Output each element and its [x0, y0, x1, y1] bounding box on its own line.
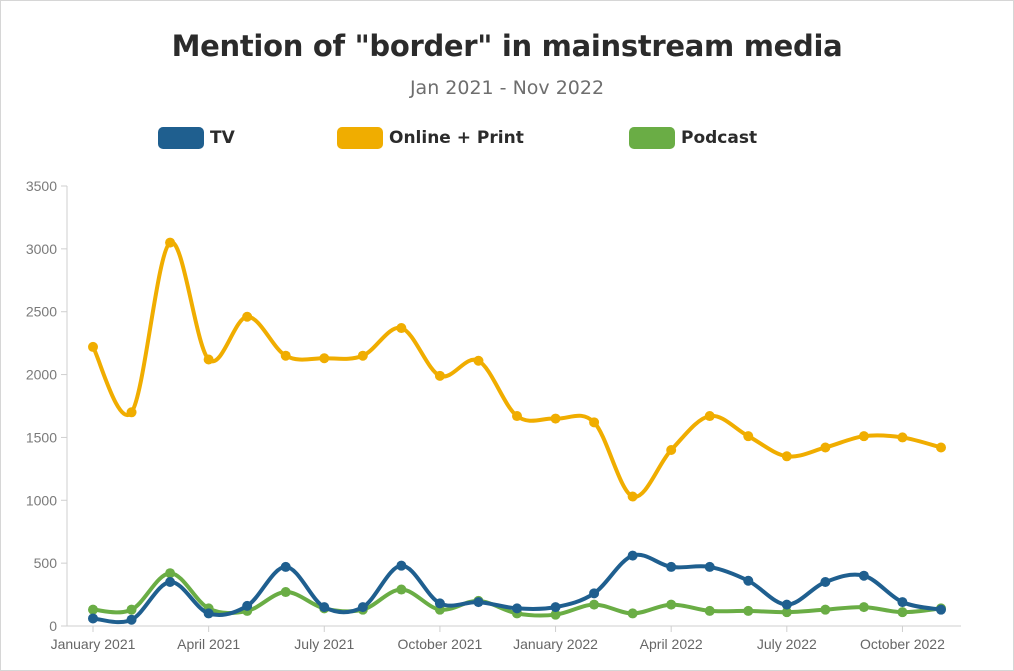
data-point-online-print [165, 237, 176, 248]
legend-swatch-tv [158, 127, 204, 149]
data-point-online-print [88, 341, 98, 352]
data-point-tv [627, 550, 638, 561]
data-point-tv [203, 608, 214, 619]
data-point-podcast [897, 607, 908, 618]
data-point-online-print [434, 370, 445, 381]
data-point-online-print [126, 407, 137, 418]
data-point-online-print [897, 432, 908, 443]
data-point-tv [319, 602, 330, 613]
data-point-podcast [280, 587, 291, 598]
data-point-podcast [820, 604, 831, 615]
data-point-podcast [550, 609, 561, 620]
data-point-tv [512, 603, 522, 614]
data-point-tv [589, 588, 600, 599]
y-tick-label: 500 [34, 555, 58, 571]
legend-item-tv[interactable]: TV [158, 125, 235, 151]
y-tick-label: 3500 [26, 178, 57, 194]
data-point-tv [936, 604, 946, 615]
data-point-online-print [473, 355, 484, 366]
x-tick-label: October 2021 [397, 636, 482, 652]
data-point-tv [88, 613, 98, 624]
data-point-online-print [627, 491, 638, 502]
x-tick-label: April 2021 [177, 636, 240, 652]
x-tick-label: July 2022 [757, 636, 817, 652]
data-point-online-print [203, 354, 214, 365]
y-tick-label: 1000 [26, 492, 57, 508]
data-point-tv [743, 575, 754, 586]
data-point-online-print [936, 442, 946, 453]
y-tick-label: 2500 [26, 304, 57, 320]
data-point-podcast [743, 605, 754, 616]
data-point-tv [550, 602, 561, 613]
legend-label-tv: TV [210, 128, 235, 148]
data-point-podcast [704, 605, 715, 616]
data-point-tv [434, 598, 445, 609]
data-point-podcast [858, 602, 869, 613]
y-tick-label: 0 [49, 618, 57, 634]
series-line-online-print [91, 240, 943, 499]
chart-title: Mention of "border" in mainstream media [171, 29, 843, 63]
data-point-tv [704, 561, 715, 572]
x-tick-label: October 2022 [860, 636, 945, 652]
data-point-online-print [550, 413, 561, 424]
data-point-podcast [88, 604, 98, 615]
data-point-online-print [242, 311, 253, 322]
legend-label-online-print: Online + Print [389, 128, 524, 148]
data-point-tv [280, 561, 291, 572]
legend-swatch-online-print [337, 127, 383, 149]
data-point-tv [165, 577, 176, 587]
x-tick-label: January 2021 [51, 636, 136, 652]
data-point-tv [473, 597, 484, 608]
data-point-online-print [820, 442, 831, 453]
legend-item-podcast[interactable]: Podcast [629, 125, 757, 151]
data-point-tv [897, 597, 908, 608]
x-tick-label: January 2022 [513, 636, 598, 652]
data-point-podcast [126, 604, 137, 615]
data-point-tv [666, 561, 677, 572]
data-point-tv [820, 577, 831, 587]
data-point-online-print [512, 411, 522, 422]
data-point-podcast [165, 568, 176, 579]
legend-swatch-podcast [629, 127, 675, 149]
data-point-online-print [781, 451, 792, 462]
data-point-online-print [858, 431, 869, 442]
data-point-tv [858, 570, 869, 581]
data-point-tv [357, 602, 368, 613]
y-tick-label: 1500 [26, 429, 57, 445]
data-point-tv [126, 614, 137, 625]
data-point-online-print [396, 323, 407, 334]
data-point-online-print [704, 411, 715, 422]
data-point-tv [781, 599, 792, 610]
data-point-podcast [627, 608, 638, 619]
data-point-tv [242, 600, 253, 611]
y-tick-label: 3000 [26, 241, 57, 257]
data-point-podcast [666, 599, 677, 610]
data-point-tv [396, 560, 407, 571]
data-point-podcast [589, 599, 600, 610]
x-tick-label: July 2021 [294, 636, 354, 652]
data-point-podcast [781, 607, 792, 618]
data-point-online-print [280, 350, 291, 361]
legend-item-online-print[interactable]: Online + Print [337, 125, 524, 151]
data-point-online-print [666, 445, 677, 455]
y-tick-label: 2000 [26, 367, 57, 383]
data-point-podcast [396, 584, 407, 595]
chart-subtitle: Jan 2021 - Nov 2022 [409, 77, 605, 99]
legend-label-podcast: Podcast [681, 128, 758, 148]
data-point-online-print [357, 350, 368, 361]
x-tick-label: April 2022 [640, 636, 703, 652]
data-point-online-print [589, 417, 600, 428]
data-point-online-print [743, 431, 754, 442]
data-point-online-print [319, 353, 330, 364]
